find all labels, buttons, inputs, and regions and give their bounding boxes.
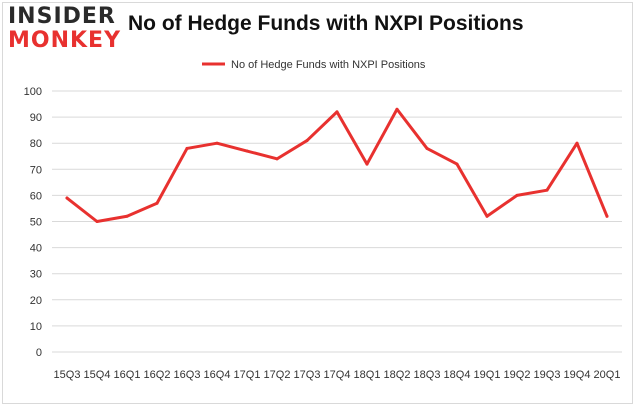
data-point — [95, 220, 99, 223]
data-point — [155, 201, 159, 205]
chart-title: No of Hedge Funds with NXPI Positions — [128, 12, 524, 35]
x-tick-label: 19Q1 — [474, 369, 501, 381]
x-tick-label: 17Q2 — [264, 369, 291, 381]
data-point — [515, 193, 519, 197]
x-tick-label: 17Q3 — [294, 369, 321, 381]
data-point — [545, 188, 549, 192]
data-point — [395, 107, 399, 111]
y-tick-label: 40 — [30, 243, 42, 255]
data-point — [485, 214, 489, 218]
logo-line-2: MONKEY — [8, 28, 122, 53]
data-point — [455, 162, 459, 166]
data-point — [275, 157, 279, 161]
x-tick-label: 18Q1 — [354, 369, 381, 381]
data-point — [365, 162, 369, 166]
y-tick-label: 90 — [30, 112, 42, 124]
x-tick-label: 16Q4 — [204, 369, 231, 381]
data-point — [335, 110, 339, 114]
x-tick-label: 18Q3 — [414, 369, 441, 381]
x-tick-label: 19Q2 — [504, 369, 531, 381]
y-tick-label: 0 — [36, 347, 42, 359]
series-line — [65, 107, 609, 223]
data-point — [215, 141, 219, 145]
data-point — [575, 141, 579, 145]
data-point — [305, 139, 309, 143]
y-tick-label: 20 — [30, 295, 42, 307]
x-tick-label: 19Q3 — [534, 369, 561, 381]
y-tick-label: 30 — [30, 269, 42, 281]
x-tick-label: 20Q1 — [594, 369, 621, 381]
chart-frame — [2, 2, 633, 404]
y-tick-label: 80 — [30, 138, 42, 150]
x-tick-label: 19Q4 — [564, 369, 591, 381]
y-tick-label: 10 — [30, 321, 42, 333]
legend-label: No of Hedge Funds with NXPI Positions — [231, 59, 426, 71]
x-tick-label: 16Q2 — [144, 369, 171, 381]
x-tick-label: 16Q3 — [174, 369, 201, 381]
y-tick-label: 60 — [30, 190, 42, 202]
y-tick-label: 70 — [30, 164, 42, 176]
x-tick-label: 16Q1 — [114, 369, 141, 381]
data-point — [605, 214, 609, 218]
x-tick-label: 18Q2 — [384, 369, 411, 381]
x-tick-label: 15Q4 — [84, 369, 111, 381]
x-tick-label: 18Q4 — [444, 369, 471, 381]
x-tick-label: 17Q1 — [234, 369, 261, 381]
data-point — [425, 146, 429, 150]
y-tick-label: 100 — [24, 86, 42, 98]
x-tick-label: 15Q3 — [54, 369, 81, 381]
data-point — [185, 146, 189, 150]
data-point — [245, 149, 249, 153]
data-point — [65, 196, 69, 200]
data-point — [125, 214, 129, 218]
x-tick-label: 17Q4 — [324, 369, 351, 381]
logo-line-1: INSIDER — [8, 4, 116, 29]
y-tick-label: 50 — [30, 217, 42, 229]
insider-monkey-logo: INSIDER MONKEY — [8, 4, 120, 54]
